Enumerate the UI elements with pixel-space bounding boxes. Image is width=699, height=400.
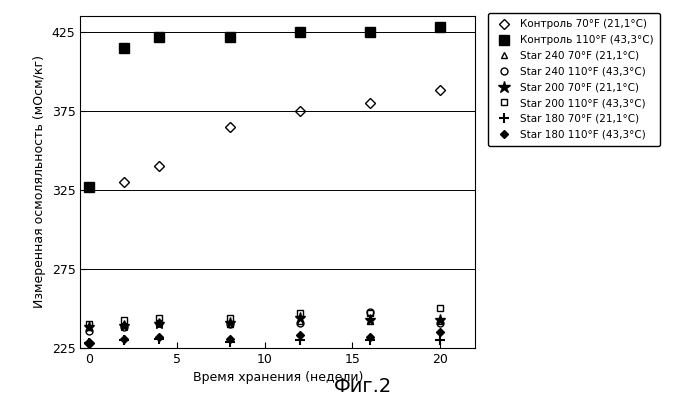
Text: Фиг.2: Фиг.2 (334, 377, 393, 396)
Y-axis label: Измеренная осмоляльность (мОсм/кг): Измеренная осмоляльность (мОсм/кг) (33, 56, 46, 308)
Legend: Контроль 70°F (21,1°C), Контроль 110°F (43,3°C), Star 240 70°F (21,1°C), Star 24: Контроль 70°F (21,1°C), Контроль 110°F (… (487, 13, 660, 146)
X-axis label: Время хранения (недели): Время хранения (недели) (193, 372, 363, 384)
